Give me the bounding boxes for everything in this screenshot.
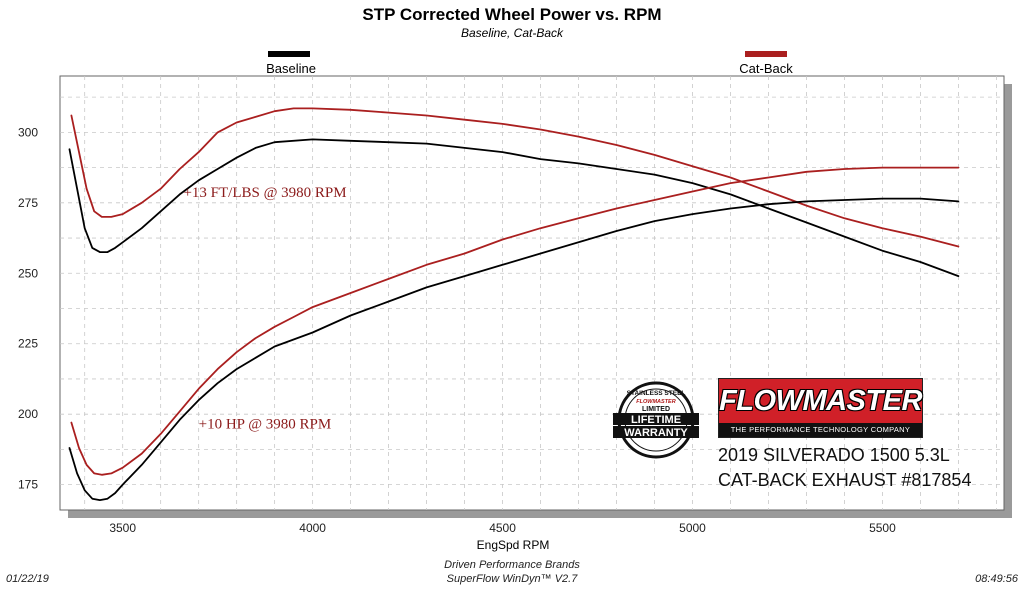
badge-brand-text: FLOWMASTER bbox=[636, 399, 675, 405]
y-tick-label: 250 bbox=[18, 266, 38, 280]
series-line-cat-back-torque bbox=[70, 107, 960, 248]
x-axis-label: EngSpd RPM bbox=[477, 538, 550, 552]
series-line-baseline-torque bbox=[68, 138, 960, 278]
annotation-hp-gain: +10 HP @ 3980 RPM bbox=[199, 416, 332, 432]
chart-title: STP Corrected Wheel Power vs. RPM bbox=[362, 5, 661, 24]
product-part-number: CAT-BACK EXHAUST #817854 bbox=[718, 470, 972, 490]
footer-time: 08:49:56 bbox=[975, 573, 1019, 585]
legend-swatch-cat-back bbox=[745, 51, 787, 57]
badge-limited-text: LIMITED bbox=[642, 406, 670, 413]
footer-company: Driven Performance Brands bbox=[444, 559, 580, 571]
y-tick-label: 300 bbox=[18, 125, 38, 139]
badge-lifetime-bar bbox=[613, 413, 699, 425]
legend: Baseline Cat-Back bbox=[266, 51, 793, 76]
y-tick-label: 175 bbox=[18, 478, 38, 492]
x-tick-label: 5500 bbox=[869, 521, 896, 535]
badge-lifetime-text: LIFETIME bbox=[631, 414, 681, 426]
lifetime-warranty-badge: STAINLESS STEEL FLOWMASTER LIMITED LIFET… bbox=[613, 381, 699, 459]
logo-tagline: THE PERFORMANCE TECHNOLOGY COMPANY bbox=[719, 423, 922, 437]
x-tick-label: 5000 bbox=[679, 521, 706, 535]
series-line-baseline-hp bbox=[68, 197, 960, 502]
x-tick-label: 4500 bbox=[489, 521, 516, 535]
badge-warranty-bar bbox=[613, 426, 699, 438]
legend-label-cat-back: Cat-Back bbox=[739, 61, 793, 76]
logo-name: FLOWMASTER bbox=[719, 385, 922, 417]
annotation-torque-gain: +13 FT/LBS @ 3980 RPM bbox=[183, 185, 346, 201]
x-axis: 3500 4000 4500 5000 5500 bbox=[109, 521, 896, 535]
series-lines bbox=[68, 107, 960, 502]
flowmaster-logo: FLOWMASTER THE PERFORMANCE TECHNOLOGY CO… bbox=[718, 378, 923, 438]
x-tick-label: 4000 bbox=[299, 521, 326, 535]
x-tick-label: 3500 bbox=[109, 521, 136, 535]
y-axis: 175 200 225 250 275 300 bbox=[18, 125, 38, 491]
chart-subtitle: Baseline, Cat-Back bbox=[461, 26, 564, 40]
series-line-cat-back-hp bbox=[70, 166, 960, 476]
legend-label-baseline: Baseline bbox=[266, 61, 316, 76]
footer-software: SuperFlow WinDyn™ V2.7 bbox=[447, 573, 579, 585]
footer-date: 01/22/19 bbox=[6, 573, 49, 585]
badge-stainless-text: STAINLESS STEEL bbox=[627, 390, 686, 397]
y-tick-label: 200 bbox=[18, 407, 38, 421]
y-tick-label: 225 bbox=[18, 337, 38, 351]
y-tick-label: 275 bbox=[18, 196, 38, 210]
product-model: 2019 SILVERADO 1500 5.3L bbox=[718, 445, 950, 465]
legend-swatch-baseline bbox=[268, 51, 310, 57]
badge-warranty-text: WARRANTY bbox=[624, 427, 688, 439]
